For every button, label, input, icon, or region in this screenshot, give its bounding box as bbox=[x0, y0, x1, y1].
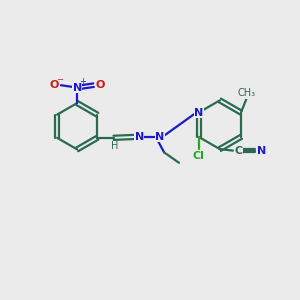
Text: −: − bbox=[56, 75, 63, 84]
Text: O: O bbox=[95, 80, 105, 90]
Text: H: H bbox=[111, 141, 118, 151]
Text: N: N bbox=[134, 132, 144, 142]
Text: +: + bbox=[79, 76, 86, 85]
Text: N: N bbox=[155, 132, 165, 142]
Text: C: C bbox=[234, 146, 242, 156]
Text: N: N bbox=[256, 146, 266, 156]
Text: CH₃: CH₃ bbox=[237, 88, 255, 98]
Text: O: O bbox=[50, 80, 59, 90]
Text: Cl: Cl bbox=[193, 151, 205, 161]
Text: N: N bbox=[194, 108, 203, 118]
Text: N: N bbox=[73, 82, 82, 93]
